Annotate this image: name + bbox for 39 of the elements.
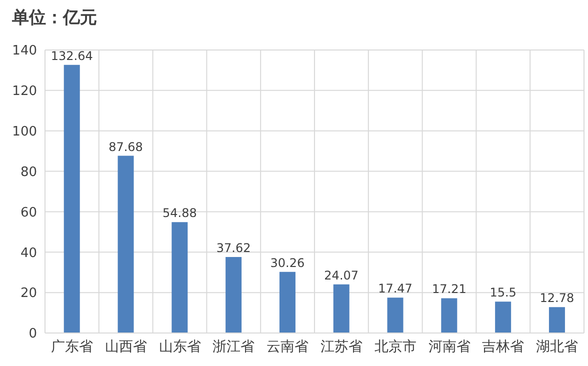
- data-label: 15.5: [490, 286, 516, 300]
- x-tick-label: 吉林省: [482, 338, 524, 355]
- y-tick-label: 40: [20, 246, 37, 261]
- data-label: 132.64: [50, 48, 93, 63]
- x-tick-label: 山西省: [104, 338, 147, 355]
- x-tick-label: 云南省: [266, 338, 309, 355]
- y-tick-label: 60: [20, 205, 37, 220]
- data-label: 24.07: [324, 268, 359, 282]
- x-tick-label: 江苏省: [320, 338, 362, 355]
- bar: [64, 64, 80, 333]
- bar: [172, 222, 188, 333]
- x-tick-label: 湖北省: [536, 338, 578, 355]
- x-tick-label: 北京市: [374, 338, 416, 355]
- data-label: 30.26: [270, 256, 305, 270]
- x-tick-label: 河南省: [428, 338, 470, 355]
- data-label: 17.47: [378, 282, 412, 296]
- y-tick-label: 20: [20, 286, 37, 302]
- bar: [495, 302, 512, 333]
- y-tick-label: 100: [12, 124, 37, 140]
- data-label: 54.88: [162, 206, 197, 220]
- data-label: 12.78: [540, 291, 574, 306]
- x-tick-label: 浙江省: [212, 338, 255, 355]
- data-label: 17.21: [432, 282, 466, 296]
- bar: [441, 298, 458, 333]
- bar: [333, 284, 350, 333]
- bar: [226, 256, 242, 333]
- bar: [387, 298, 404, 333]
- y-tick-label: 120: [12, 84, 37, 100]
- x-tick-label: 山东省: [158, 338, 201, 355]
- data-label: 37.62: [216, 240, 251, 255]
- bar: [118, 156, 134, 333]
- chart-title: 单位：亿元: [12, 7, 97, 29]
- bar: [279, 272, 296, 333]
- y-tick-label: 0: [28, 326, 37, 342]
- bar: [548, 307, 565, 333]
- x-tick-label: 广东省: [50, 338, 93, 355]
- y-tick-label: 140: [12, 44, 37, 59]
- y-tick-label: 80: [20, 164, 37, 180]
- data-label: 87.68: [108, 140, 143, 154]
